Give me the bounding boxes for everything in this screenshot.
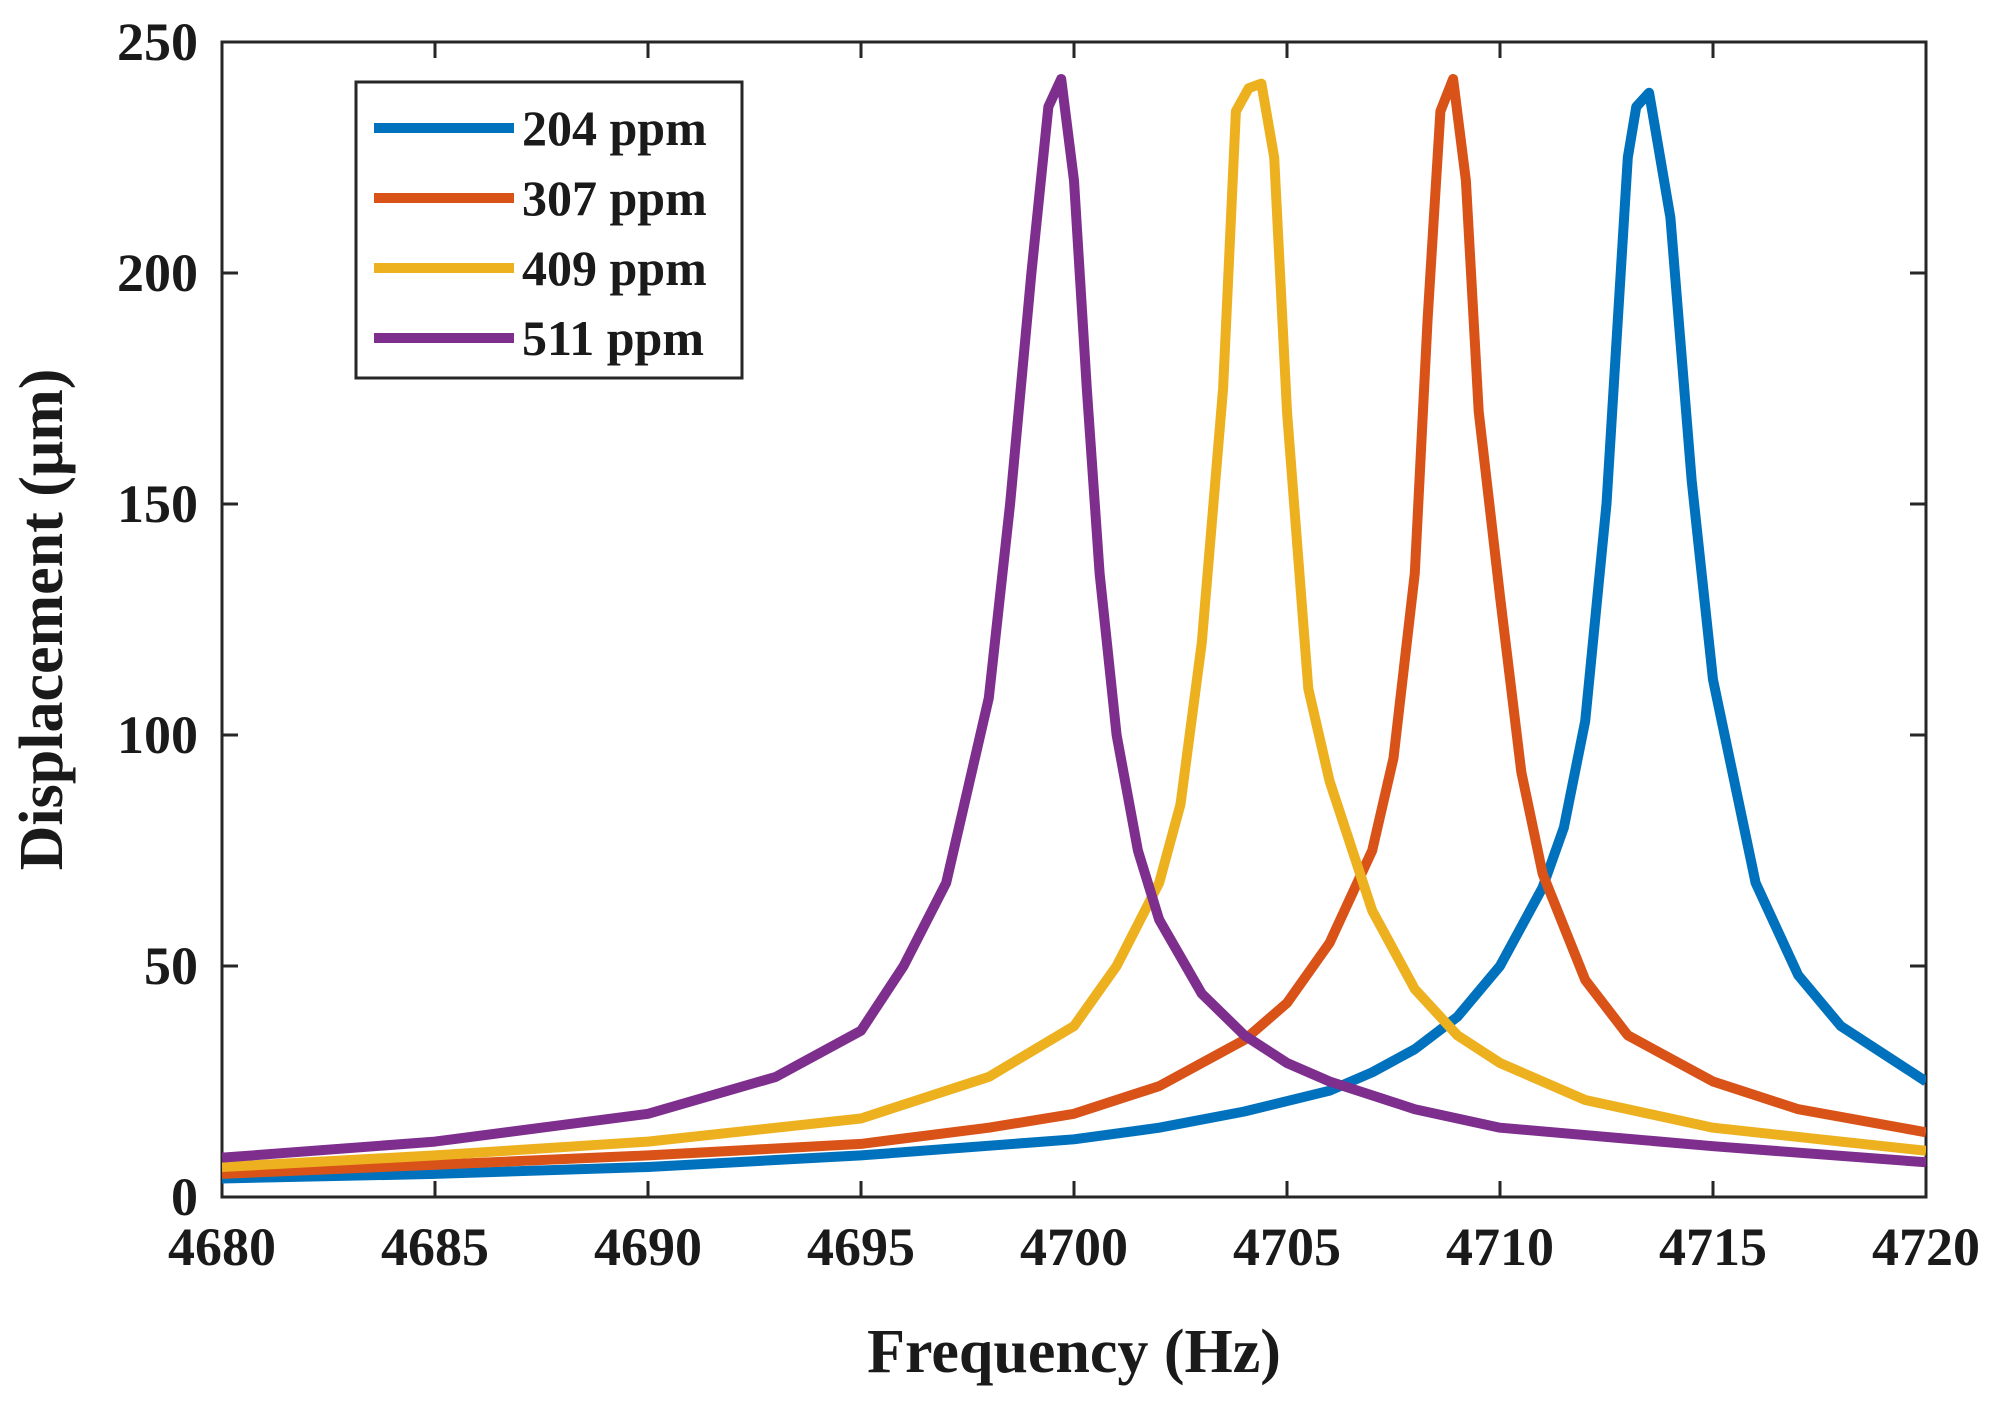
legend-label: 511 ppm [522,310,704,366]
y-tick-label: 150 [117,474,198,534]
x-tick-label: 4680 [168,1217,276,1277]
legend-label: 307 ppm [522,170,707,226]
x-tick-label: 4685 [381,1217,489,1277]
y-tick-label: 50 [144,936,198,996]
y-axis-title: Displacement (μm) [8,369,76,871]
x-tick-labels: 4680 4685 4690 4695 4700 4705 4710 4715 4720 [168,1217,1980,1277]
series-line-204-ppm [222,87,1926,1184]
legend-label: 204 ppm [522,100,707,156]
axis-ticks [220,40,1928,1199]
x-axis-title: Frequency (Hz) [867,1318,1281,1386]
series-line-511-ppm [222,74,1926,1168]
y-tick-label: 250 [117,12,198,72]
legend: 204 ppm 307 ppm 409 ppm 511 ppm [354,80,744,380]
y-tick-label: 200 [117,243,198,303]
x-tick-label: 4720 [1872,1217,1980,1277]
legend-label: 409 ppm [522,240,707,296]
x-tick-label: 4695 [807,1217,915,1277]
series-group [222,74,1926,1184]
y-tick-label: 100 [117,705,198,765]
x-tick-label: 4715 [1659,1217,1767,1277]
x-tick-label: 4705 [1233,1217,1341,1277]
x-tick-label: 4700 [1020,1217,1128,1277]
y-tick-labels: 0 50 100 150 200 250 [117,12,198,1227]
y-tick-label: 0 [171,1167,198,1227]
series-line-307-ppm [222,74,1926,1179]
x-tick-label: 4690 [594,1217,702,1277]
series-line-409-ppm [222,78,1926,1172]
x-tick-label: 4710 [1446,1217,1554,1277]
